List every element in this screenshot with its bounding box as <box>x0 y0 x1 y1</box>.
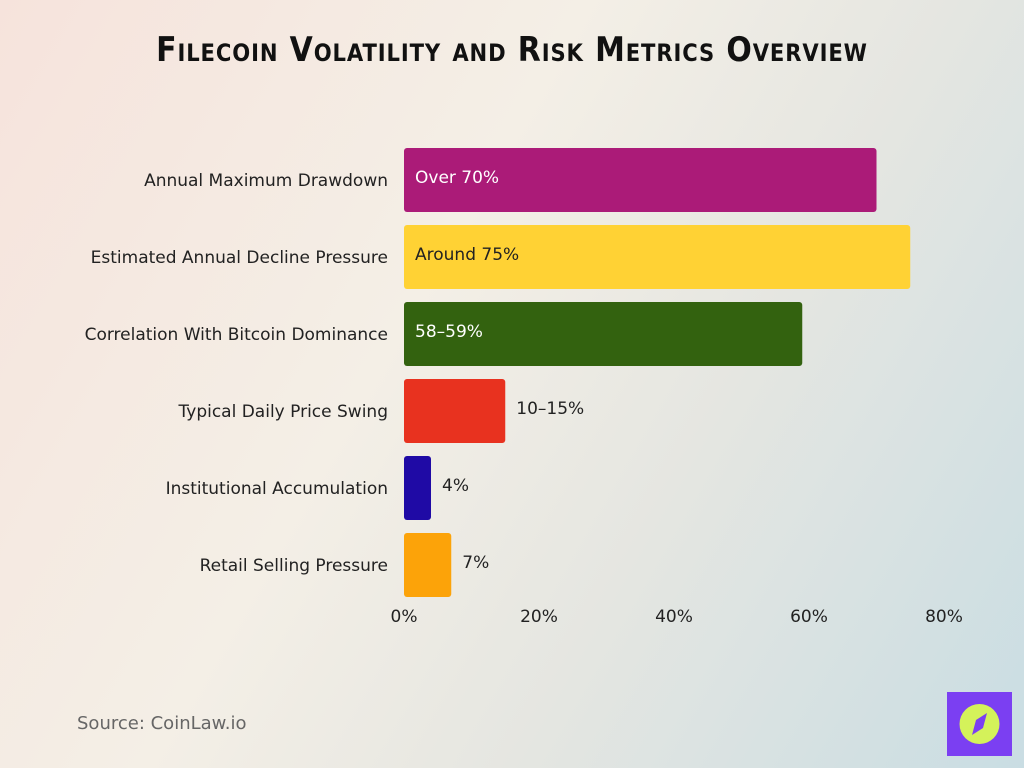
source-text: Source: CoinLaw.io <box>77 713 247 734</box>
compass-icon <box>959 704 1000 744</box>
logo <box>947 692 1012 756</box>
bar <box>404 379 506 443</box>
category-label: Correlation With Bitcoin Dominance <box>85 325 388 345</box>
data-label: Over 70% <box>415 168 499 188</box>
x-tick-label: 20% <box>520 607 558 627</box>
category-label: Typical Daily Price Swing <box>178 402 388 422</box>
bar <box>404 225 911 289</box>
x-tick-label: 80% <box>925 607 963 627</box>
category-label: Institutional Accumulation <box>166 479 388 499</box>
data-label: 4% <box>442 476 469 496</box>
chart-title: Filecoin Volatility and Risk Metrics Ove… <box>156 30 868 70</box>
data-label: 7% <box>462 553 489 573</box>
data-label: 10–15% <box>516 399 584 419</box>
data-label: 58–59% <box>415 322 483 342</box>
x-tick-label: 0% <box>391 607 418 627</box>
category-label: Retail Selling Pressure <box>200 556 388 576</box>
category-label: Estimated Annual Decline Pressure <box>91 248 388 268</box>
bar <box>404 302 803 366</box>
data-label: Around 75% <box>415 245 519 265</box>
x-tick-label: 60% <box>790 607 828 627</box>
bar <box>404 533 452 597</box>
bar <box>404 456 431 520</box>
category-label: Annual Maximum Drawdown <box>144 171 388 191</box>
bar <box>404 148 877 212</box>
x-tick-label: 40% <box>655 607 693 627</box>
